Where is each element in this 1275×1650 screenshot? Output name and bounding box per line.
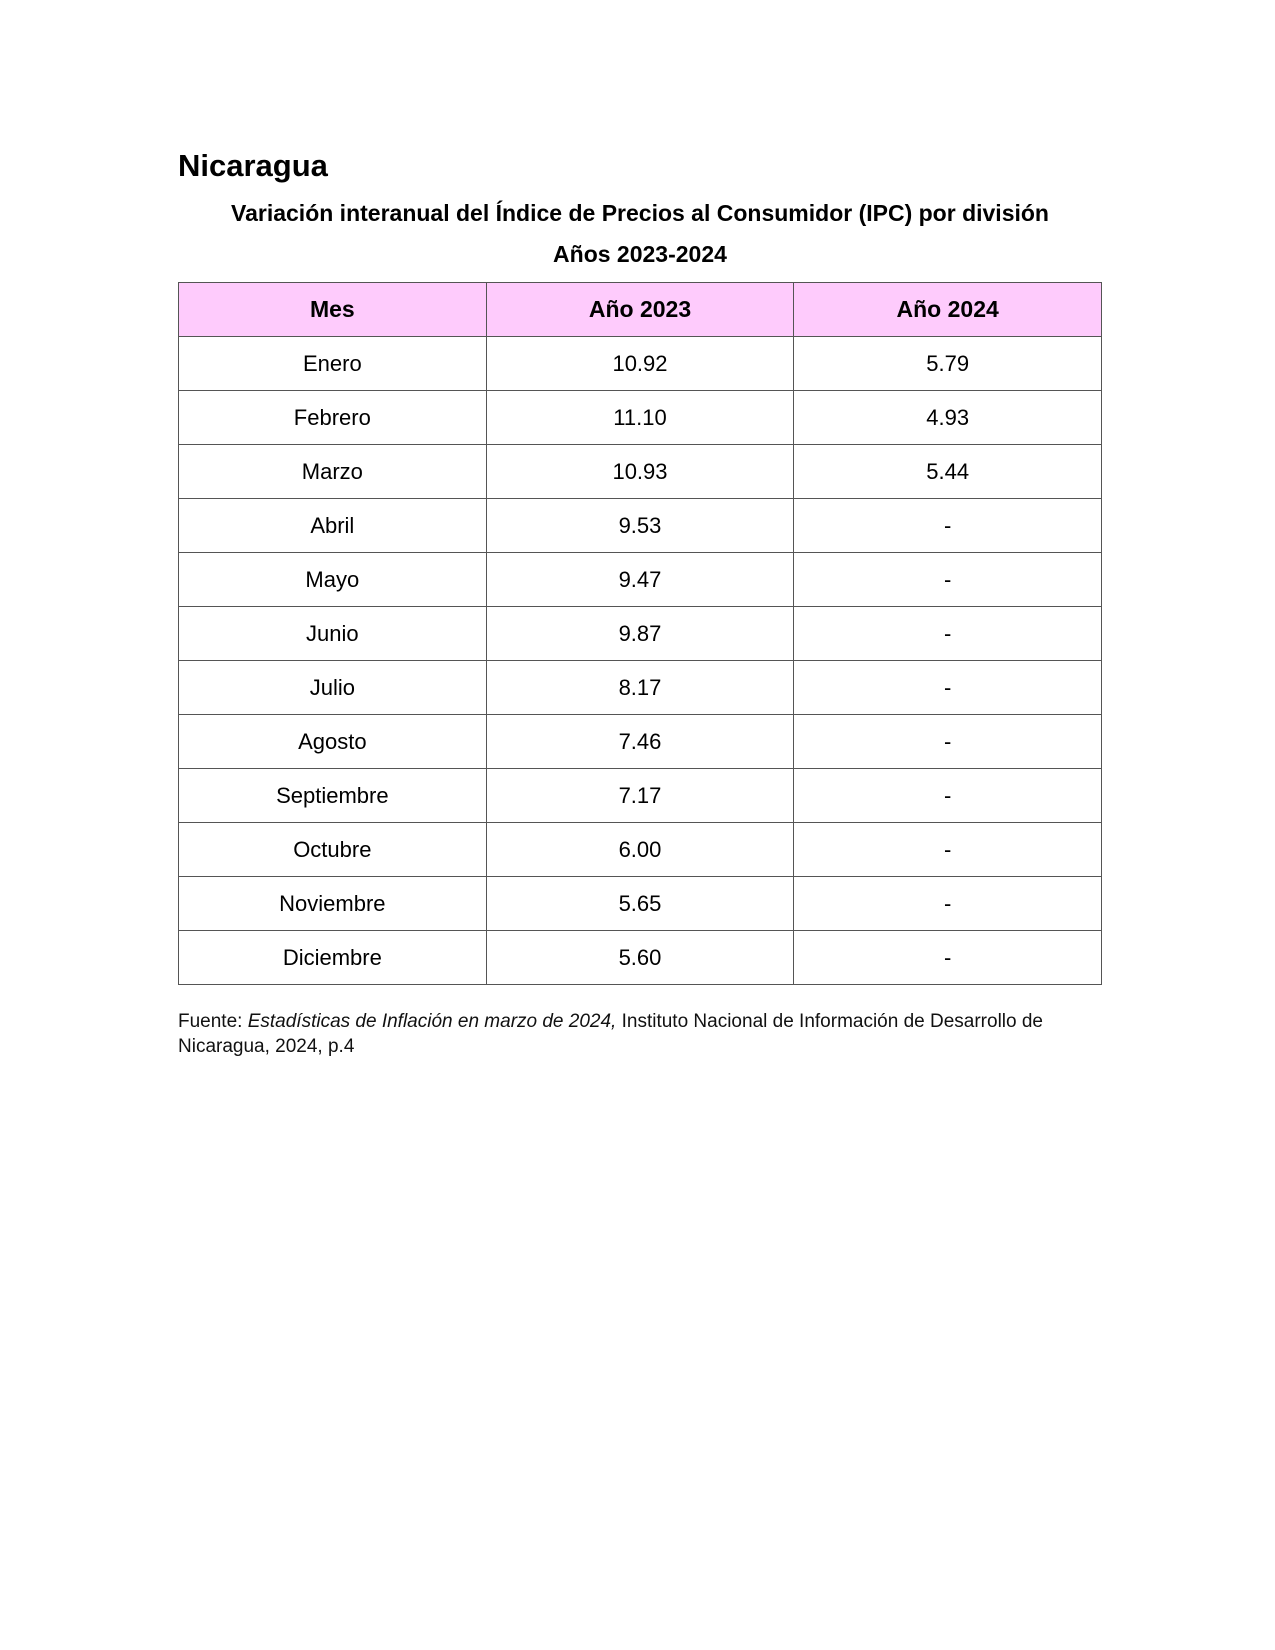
header-mes: Mes	[178, 282, 487, 337]
source-publication: Estadísticas de Inflación en marzo de 20…	[247, 1011, 617, 1032]
cell-value-2023: 11.10	[485, 390, 795, 445]
cell-value-2023: 9.47	[485, 552, 795, 607]
cell-month: Mayo	[178, 552, 487, 607]
cell-value-2024: -	[793, 768, 1102, 823]
cell-value-2024: -	[793, 606, 1102, 661]
source-publisher: Instituto Nacional de Información de Des…	[178, 1011, 1044, 1057]
cell-month: Septiembre	[178, 768, 487, 823]
table-row: Abril 9.53-	[178, 498, 1102, 553]
cell-value-2023: 10.92	[485, 336, 795, 391]
cell-value-2023: 9.87	[485, 606, 795, 661]
cell-value-2024: -	[793, 552, 1102, 607]
cell-month: Marzo	[178, 444, 487, 499]
cell-month: Noviembre	[178, 876, 487, 931]
header-2023: Año 2023	[485, 282, 795, 337]
cell-value-2024: -	[793, 930, 1102, 985]
header-2024: Año 2024	[793, 282, 1102, 337]
cell-value-2023: 7.46	[485, 714, 795, 769]
table-header-row: Mes Año 2023 Año 2024	[178, 282, 1102, 337]
table-row: Agosto 7.46-	[178, 714, 1102, 769]
table-row: Diciembre 5.60-	[178, 930, 1102, 985]
cell-value-2023: 8.17	[485, 660, 795, 715]
cell-month: Abril	[178, 498, 487, 553]
cell-month: Octubre	[178, 822, 487, 877]
table-row: Febrero 11.10 4.93	[178, 390, 1102, 445]
table-row: Septiembre 7.17-	[178, 768, 1102, 823]
cell-month: Diciembre	[178, 930, 487, 985]
cell-value-2024: 5.79	[793, 336, 1102, 391]
table-row: Octubre 6.00-	[178, 822, 1102, 877]
cell-value-2023: 5.60	[485, 930, 795, 985]
cell-value-2024: -	[793, 822, 1102, 877]
cell-value-2023: 7.17	[485, 768, 795, 823]
source-label: Fuente:	[178, 1011, 248, 1032]
source-note: Fuente: Estadísticas de Inflación en mar…	[178, 1009, 1108, 1059]
cell-month: Enero	[178, 336, 487, 391]
cell-value-2024: -	[793, 714, 1102, 769]
cell-value-2024: -	[793, 876, 1102, 931]
cell-value-2024: -	[793, 660, 1102, 715]
table-title: Variación interanual del Índice de Preci…	[231, 200, 1049, 226]
table-row: Marzo 10.93 5.44	[178, 444, 1102, 499]
cell-month: Agosto	[178, 714, 487, 769]
cell-month: Junio	[178, 606, 487, 661]
country-heading: Nicaragua	[178, 148, 328, 183]
cell-month: Julio	[178, 660, 487, 715]
cell-value-2024: -	[793, 498, 1102, 553]
cell-value-2024: 4.93	[793, 390, 1102, 445]
cell-value-2023: 6.00	[485, 822, 795, 877]
cell-value-2023: 9.53	[485, 498, 795, 553]
cell-value-2023: 10.93	[485, 444, 795, 499]
ipc-table: Mes Año 2023 Año 2024 Enero 10.92 5.79 Febr…	[178, 282, 1102, 985]
cell-value-2023: 5.65	[485, 876, 795, 931]
table-row: Mayo 9.47-	[178, 552, 1102, 607]
table-row: Enero 10.92 5.79	[178, 336, 1102, 391]
cell-value-2024: 5.44	[793, 444, 1102, 499]
table-row: Julio 8.17-	[178, 660, 1102, 715]
table-row: Junio 9.87-	[178, 606, 1102, 661]
table-row: Noviembre 5.65-	[178, 876, 1102, 931]
table-subtitle: Años 2023-2024	[553, 241, 727, 267]
cell-month: Febrero	[178, 390, 487, 445]
